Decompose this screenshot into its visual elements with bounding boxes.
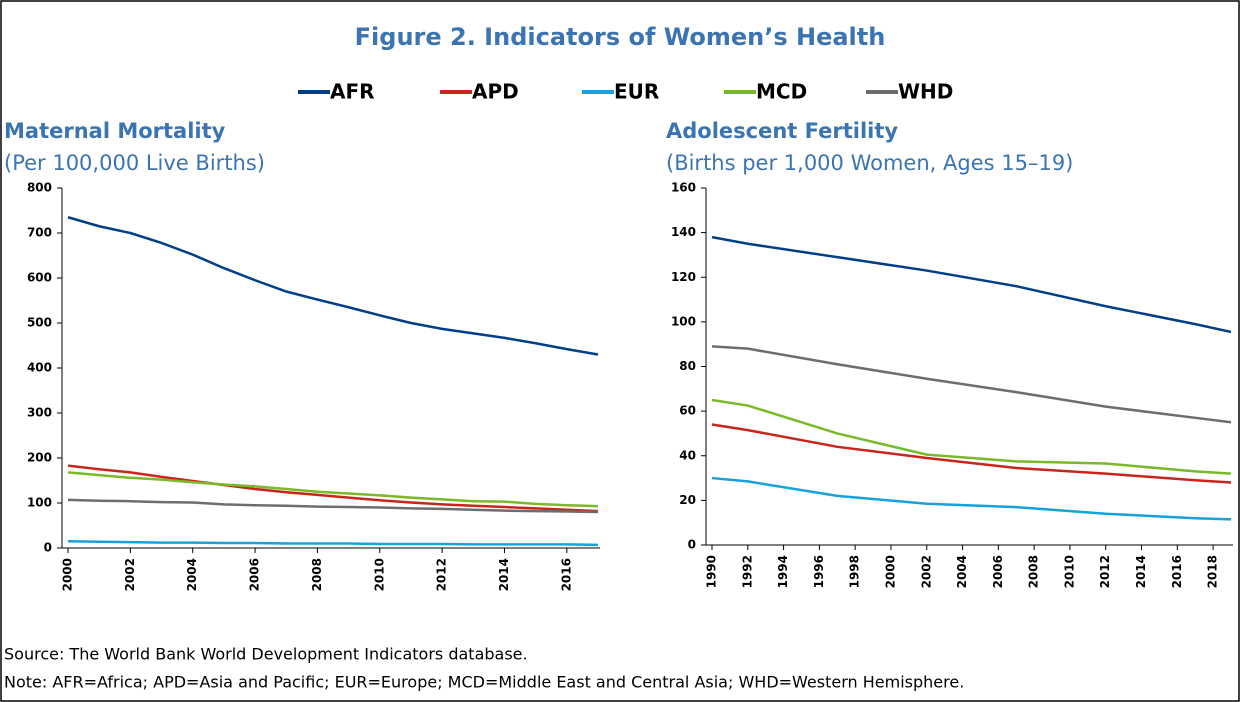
x-tick-label: 2000 xyxy=(883,555,897,588)
x-tick-label: 1996 xyxy=(812,555,826,588)
y-tick-label: 200 xyxy=(27,451,52,465)
x-tick-label: 2012 xyxy=(435,558,449,591)
x-tick-label: 2014 xyxy=(1134,555,1148,588)
x-tick-label: 2018 xyxy=(1206,555,1220,588)
x-tick-label: 2010 xyxy=(372,558,386,591)
x-tick-label: 2012 xyxy=(1098,555,1112,588)
series-line xyxy=(711,398,1232,475)
x-tick-label: 1998 xyxy=(848,555,862,588)
series-line xyxy=(67,464,599,513)
x-tick-label: 2016 xyxy=(1170,555,1184,588)
x-tick-label: 2010 xyxy=(1062,555,1076,588)
note: Note: AFR=Africa; APD=Asia and Pacific; … xyxy=(4,673,964,692)
x-tick-label: 2016 xyxy=(559,558,573,591)
y-tick-label: 20 xyxy=(679,493,696,507)
x-tick-label: 2006 xyxy=(991,555,1005,588)
x-tick-label: 2002 xyxy=(919,555,933,588)
x-tick-label: 2006 xyxy=(248,558,262,591)
legend-label: MCD xyxy=(756,80,807,104)
y-tick-label: 60 xyxy=(679,404,696,418)
source: Source: The World Bank World Development… xyxy=(4,645,528,664)
x-tick-label: 2004 xyxy=(955,555,969,588)
y-tick-label: 140 xyxy=(671,225,696,239)
x-tick-label: 2014 xyxy=(497,558,511,591)
figure-title: Figure 2. Indicators of Women’s Health xyxy=(355,23,886,51)
y-tick-label: 160 xyxy=(671,181,696,195)
y-tick-label: 80 xyxy=(679,359,696,373)
y-tick-label: 120 xyxy=(671,270,696,284)
x-tick-label: 1994 xyxy=(776,555,790,588)
legend-label: EUR xyxy=(614,80,659,104)
legend-label: APD xyxy=(472,80,519,104)
y-tick-label: 600 xyxy=(27,271,52,285)
series-line xyxy=(711,476,1232,521)
x-tick-label: 2002 xyxy=(123,558,137,591)
series-line xyxy=(711,235,1232,334)
series-line xyxy=(67,216,599,356)
series-line xyxy=(67,471,599,508)
chart-title: Maternal Mortality xyxy=(4,119,226,143)
y-tick-label: 300 xyxy=(27,406,52,420)
x-tick-label: 2000 xyxy=(61,558,75,591)
y-tick-label: 500 xyxy=(27,316,52,330)
y-tick-label: 0 xyxy=(688,538,696,552)
chart-subtitle: (Births per 1,000 Women, Ages 15–19) xyxy=(666,151,1073,175)
x-tick-label: 2004 xyxy=(185,558,199,591)
series-line xyxy=(711,345,1232,424)
y-tick-label: 100 xyxy=(671,314,696,328)
series-line xyxy=(67,540,599,547)
y-tick-label: 800 xyxy=(27,181,52,195)
y-tick-label: 40 xyxy=(679,448,696,462)
y-tick-label: 100 xyxy=(27,496,52,510)
chart-subtitle: (Per 100,000 Live Births) xyxy=(4,151,265,175)
y-tick-label: 700 xyxy=(27,226,52,240)
chart-title: Adolescent Fertility xyxy=(666,119,898,143)
x-tick-label: 1992 xyxy=(740,555,754,588)
series-line xyxy=(711,423,1232,484)
series-line xyxy=(67,498,599,514)
x-tick-label: 2008 xyxy=(1027,555,1041,588)
legend-label: AFR xyxy=(330,80,375,104)
x-tick-label: 1990 xyxy=(705,555,719,588)
legend-label: WHD xyxy=(898,80,953,104)
y-tick-label: 400 xyxy=(27,361,52,375)
x-tick-label: 2008 xyxy=(310,558,324,591)
y-tick-label: 0 xyxy=(44,541,52,555)
